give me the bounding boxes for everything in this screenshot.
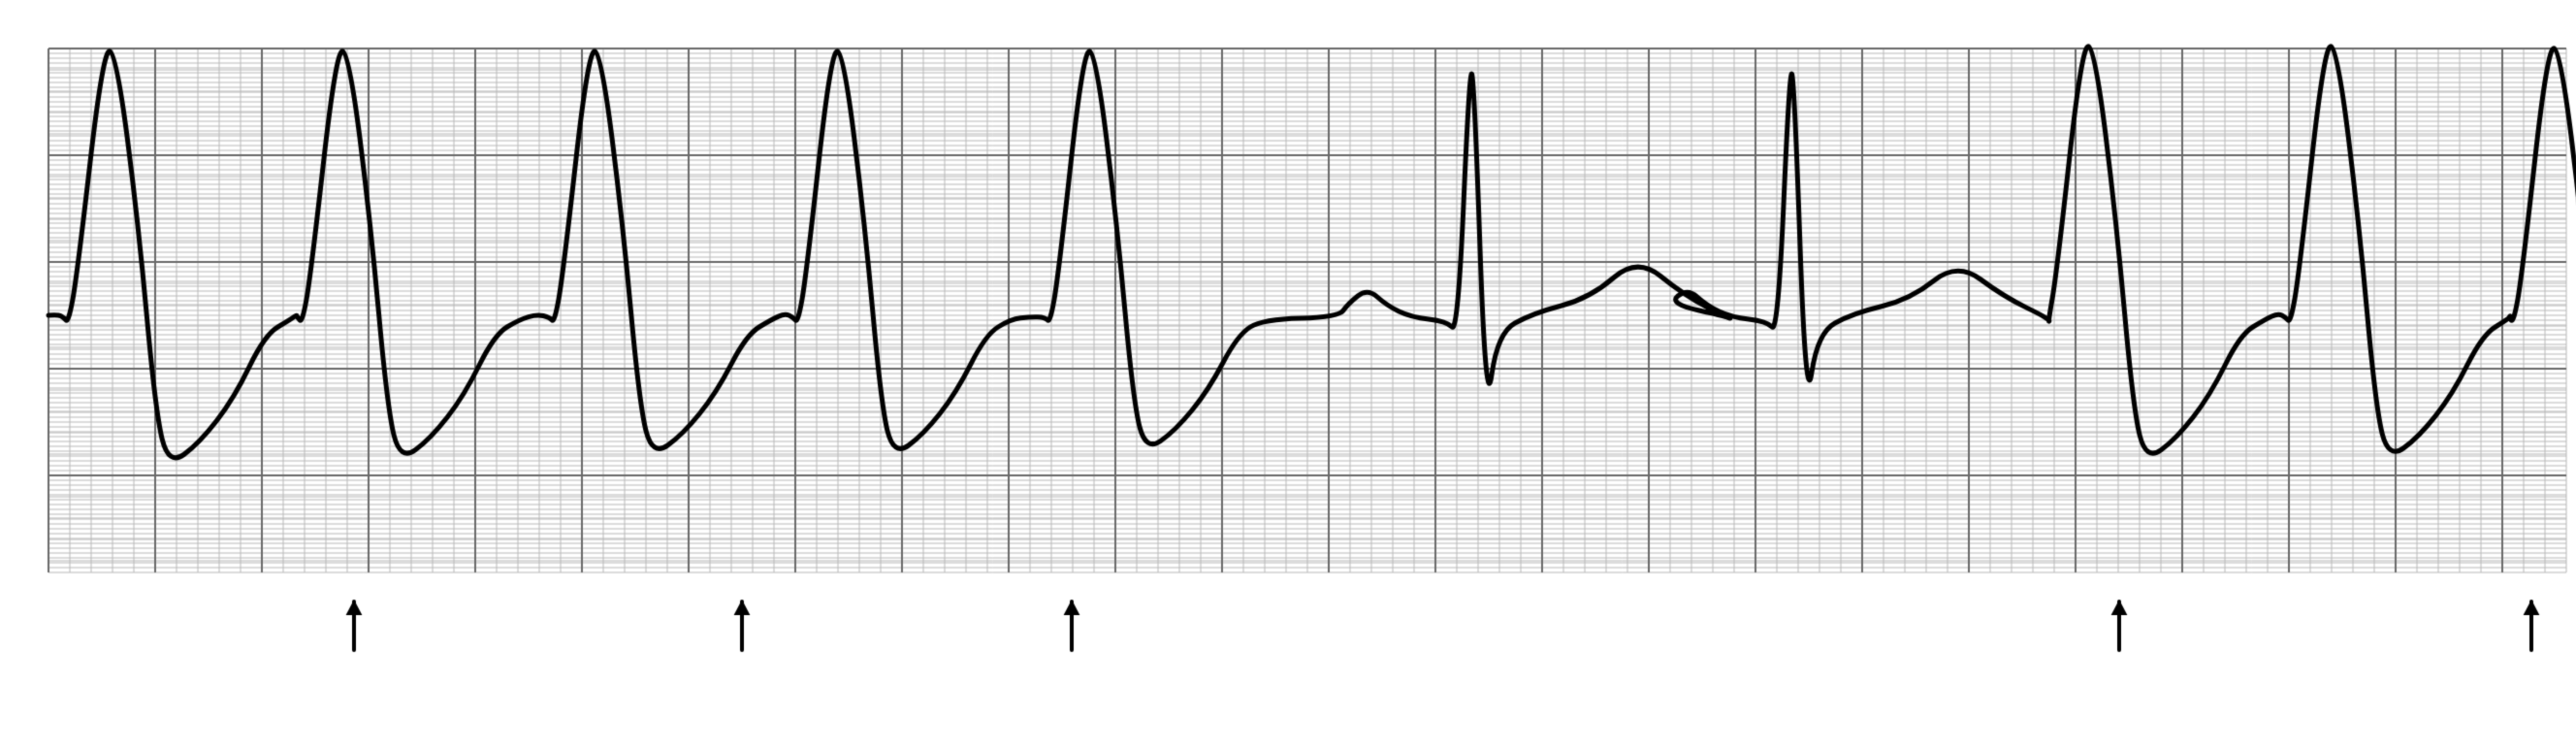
ecg-strip [19,19,2576,726]
ecg-canvas [19,19,2576,726]
